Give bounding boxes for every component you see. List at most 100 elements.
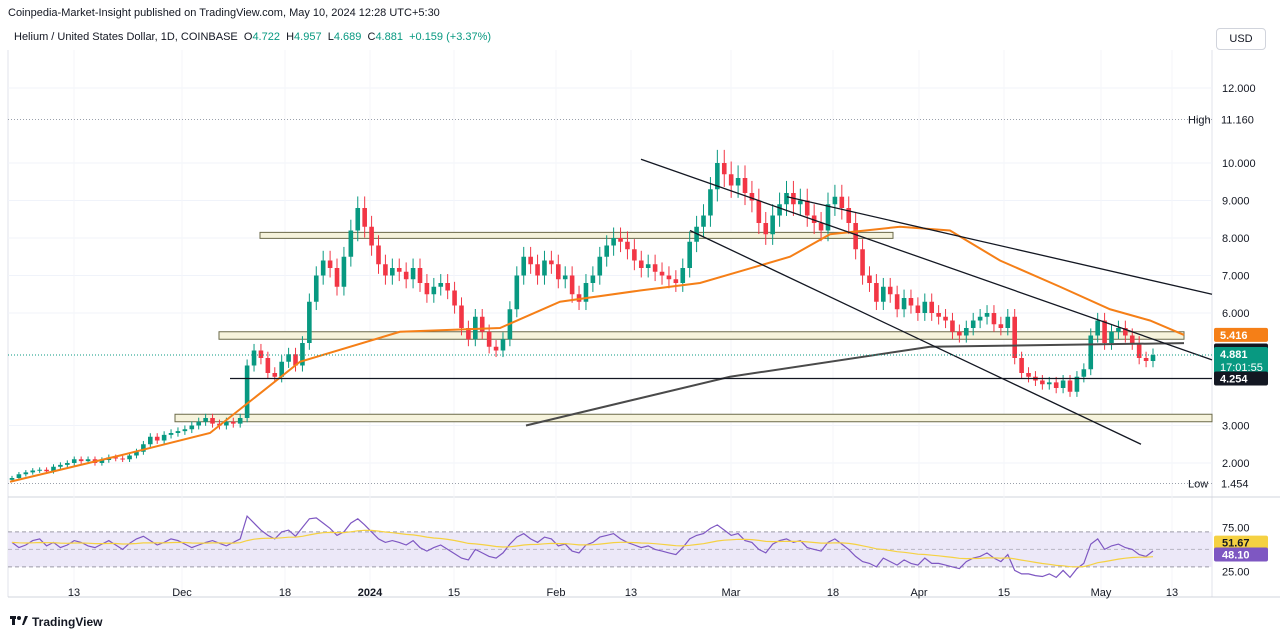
candle-body bbox=[203, 418, 208, 422]
y-tick-label: 7.000 bbox=[1222, 271, 1250, 283]
close-value: 4.881 bbox=[375, 31, 403, 43]
x-tick-label: Apr bbox=[910, 587, 927, 599]
candle-body bbox=[300, 343, 305, 366]
candle-body bbox=[396, 268, 402, 272]
x-tick-label: 13 bbox=[68, 587, 80, 599]
candle-body bbox=[673, 279, 679, 283]
candle-body bbox=[970, 320, 976, 328]
candle-body bbox=[58, 464, 63, 467]
candle-body bbox=[99, 460, 105, 463]
candle-body bbox=[65, 463, 70, 465]
candle-body bbox=[860, 249, 865, 276]
y-tick-label: 3.000 bbox=[1222, 421, 1250, 433]
candle-body bbox=[390, 268, 395, 276]
candle-body bbox=[777, 204, 782, 216]
candle-body bbox=[417, 268, 423, 283]
candle-body bbox=[1046, 382, 1052, 385]
candle-body bbox=[666, 275, 672, 280]
candle-body bbox=[120, 458, 125, 460]
candle-body bbox=[334, 268, 340, 287]
low-value: 4.689 bbox=[333, 31, 362, 43]
candle-body bbox=[9, 478, 15, 480]
candle-body bbox=[770, 215, 775, 235]
candle-body bbox=[804, 200, 810, 216]
candle-body bbox=[756, 200, 762, 223]
candle-body bbox=[832, 196, 838, 205]
candle-body bbox=[85, 459, 91, 462]
candle-body bbox=[874, 283, 879, 302]
candle-body bbox=[1088, 335, 1094, 370]
last-price-tag: 4.881 bbox=[1220, 349, 1248, 361]
candle-body bbox=[1143, 358, 1149, 361]
y-tick-label: 10.000 bbox=[1222, 158, 1256, 170]
candle-body bbox=[459, 305, 464, 328]
candle-body bbox=[237, 418, 243, 424]
candle-body bbox=[749, 193, 755, 201]
high-value: 11.160 bbox=[1221, 115, 1254, 127]
published-by-text: Coinpedia-Market-Insight published on Tr… bbox=[8, 7, 440, 19]
candle-body bbox=[175, 431, 181, 433]
support-resistance-zone bbox=[259, 231, 894, 239]
candle-body bbox=[528, 256, 533, 265]
y-tick-label: 2.000 bbox=[1222, 458, 1250, 470]
x-tick-label: 13 bbox=[625, 587, 637, 599]
x-tick-label: Feb bbox=[547, 587, 566, 599]
support-price-tag-bg bbox=[1214, 371, 1268, 386]
candle-body bbox=[452, 290, 457, 306]
candle-body bbox=[307, 301, 312, 343]
candle-body bbox=[652, 264, 658, 272]
candle-body bbox=[963, 328, 969, 336]
low-label: Low bbox=[1188, 478, 1208, 490]
candle-body bbox=[230, 421, 236, 424]
candle-body bbox=[1081, 369, 1087, 377]
x-tick-label: 18 bbox=[279, 587, 291, 599]
candle-body bbox=[224, 421, 229, 426]
candle-body bbox=[922, 301, 928, 313]
rsi-tick-label: 75.00 bbox=[1222, 523, 1250, 535]
candle-body bbox=[1116, 328, 1121, 332]
candle-body bbox=[590, 275, 596, 283]
candle-body bbox=[549, 260, 554, 265]
x-tick-label: 15 bbox=[448, 587, 460, 599]
candle-body bbox=[286, 354, 291, 362]
candle-body bbox=[638, 260, 644, 268]
candle-body bbox=[957, 331, 962, 336]
candle-body bbox=[936, 313, 941, 317]
currency-button[interactable]: USD bbox=[1216, 28, 1266, 50]
ema-fast-line bbox=[9, 225, 1185, 483]
candle-body bbox=[1109, 331, 1114, 343]
candle-body bbox=[680, 268, 686, 283]
candle-body bbox=[320, 260, 326, 276]
candle-body bbox=[134, 451, 139, 456]
tradingview-brand: TradingView bbox=[32, 614, 103, 629]
upper-channel-line bbox=[640, 158, 1213, 361]
open-value: 4.722 bbox=[252, 31, 280, 43]
x-tick-label: 18 bbox=[827, 587, 839, 599]
candle-body bbox=[78, 459, 84, 462]
high-value: 4.957 bbox=[294, 31, 322, 43]
candle-body bbox=[535, 264, 540, 276]
candle-body bbox=[493, 346, 499, 351]
ema-fast-price-tag-bg bbox=[1214, 327, 1268, 342]
candle-body bbox=[645, 264, 651, 268]
rsi-value-tag: 48.10 bbox=[1222, 550, 1250, 562]
candle-body bbox=[901, 298, 907, 310]
candle-body bbox=[403, 271, 409, 280]
candle-body bbox=[313, 275, 319, 302]
candle-body bbox=[265, 358, 271, 373]
candle-body bbox=[867, 275, 872, 283]
candle-body bbox=[611, 238, 616, 246]
candle-body bbox=[798, 200, 803, 205]
tradingview-logo[interactable]: TradingView bbox=[10, 614, 102, 629]
candle-body bbox=[604, 245, 610, 257]
x-tick-label: 15 bbox=[998, 587, 1010, 599]
candle-body bbox=[950, 320, 955, 332]
candle-body bbox=[1123, 328, 1128, 336]
candle-body bbox=[500, 339, 506, 351]
support-resistance-zone bbox=[174, 413, 1213, 423]
close-label: C bbox=[367, 31, 376, 43]
candle-body bbox=[763, 223, 769, 235]
symbol-name: Helium / United States Dollar, 1D, COINB… bbox=[14, 31, 238, 43]
candle-body bbox=[1012, 316, 1017, 358]
